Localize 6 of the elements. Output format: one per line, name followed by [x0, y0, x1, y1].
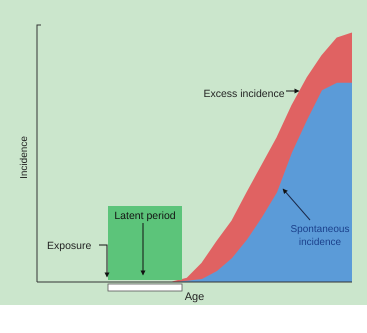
y-axis-title: Incidence: [19, 136, 30, 179]
series-label: Spontaneous incidence: [290, 224, 350, 248]
series-label: Excess incidence: [203, 88, 285, 100]
x-axis-title: Age: [184, 291, 204, 303]
annotation: Exposure: [47, 240, 92, 252]
annotation: Latent period: [114, 210, 176, 222]
